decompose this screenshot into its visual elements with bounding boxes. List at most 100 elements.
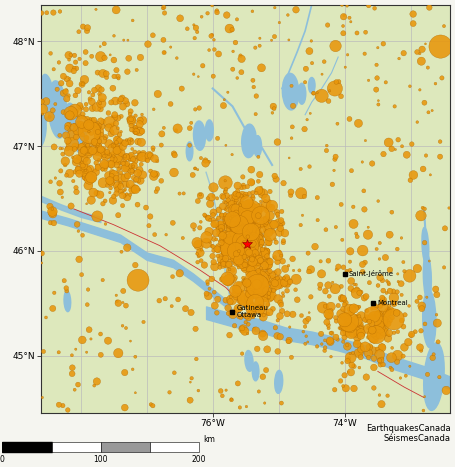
Point — [249, 77, 257, 84]
Point — [126, 154, 134, 161]
Point — [274, 252, 282, 259]
Point — [242, 241, 249, 248]
Point — [345, 319, 352, 327]
Point — [232, 191, 239, 199]
Point — [263, 248, 270, 255]
Point — [123, 160, 131, 168]
Point — [244, 212, 251, 220]
Point — [329, 181, 336, 188]
Point — [86, 121, 93, 129]
Point — [357, 342, 364, 349]
Point — [254, 257, 262, 264]
Point — [115, 146, 122, 153]
Point — [82, 59, 89, 67]
Point — [340, 294, 347, 302]
Point — [236, 220, 243, 227]
Point — [351, 303, 359, 310]
Point — [239, 228, 247, 236]
Point — [95, 128, 102, 135]
Point — [79, 336, 86, 344]
Point — [66, 148, 73, 155]
Point — [110, 146, 117, 153]
Point — [202, 160, 209, 167]
Point — [49, 304, 56, 312]
Point — [421, 320, 429, 328]
Point — [256, 306, 263, 313]
Point — [71, 107, 78, 114]
Ellipse shape — [48, 81, 67, 138]
Point — [346, 318, 353, 325]
Point — [249, 227, 257, 235]
Point — [234, 209, 241, 217]
Point — [69, 154, 76, 161]
Point — [257, 287, 264, 294]
Point — [101, 161, 108, 168]
Point — [108, 168, 116, 176]
Point — [75, 28, 82, 35]
Point — [404, 339, 412, 346]
Point — [124, 68, 131, 76]
Point — [244, 233, 252, 241]
Point — [245, 300, 252, 307]
Point — [325, 312, 333, 319]
Ellipse shape — [36, 114, 46, 147]
Point — [250, 276, 258, 284]
Point — [323, 147, 330, 154]
Point — [218, 230, 226, 238]
Point — [249, 233, 257, 240]
Point — [394, 136, 402, 143]
Point — [252, 238, 259, 246]
Point — [313, 194, 321, 201]
Point — [219, 203, 227, 210]
Point — [131, 162, 138, 170]
Point — [107, 184, 114, 192]
Point — [303, 333, 310, 340]
Point — [241, 312, 248, 320]
Point — [376, 317, 383, 324]
Text: 200: 200 — [192, 455, 207, 464]
Point — [370, 364, 378, 371]
Point — [73, 188, 80, 196]
Point — [345, 318, 353, 325]
Point — [241, 261, 248, 269]
Point — [227, 256, 234, 264]
Point — [221, 237, 228, 245]
Point — [414, 118, 421, 126]
Text: Saint-Jérôme: Saint-Jérôme — [349, 270, 394, 277]
Point — [266, 198, 273, 205]
Point — [282, 265, 289, 273]
Point — [363, 317, 370, 325]
Point — [377, 302, 384, 310]
Point — [266, 309, 273, 316]
Point — [233, 197, 240, 204]
Point — [245, 300, 253, 308]
Point — [344, 357, 351, 365]
Point — [126, 191, 134, 198]
Point — [139, 117, 147, 124]
Point — [229, 212, 237, 220]
Point — [340, 12, 348, 19]
Point — [238, 69, 245, 76]
Point — [256, 236, 263, 243]
Point — [139, 153, 146, 161]
Point — [83, 157, 91, 165]
Point — [108, 172, 115, 180]
Point — [347, 248, 354, 255]
Point — [322, 287, 329, 295]
Point — [247, 253, 254, 261]
Point — [111, 73, 118, 80]
Point — [130, 163, 137, 170]
Point — [354, 327, 361, 335]
Point — [125, 139, 132, 146]
Point — [269, 109, 276, 117]
Point — [257, 264, 264, 272]
Point — [131, 99, 138, 106]
Point — [264, 222, 271, 229]
Point — [256, 234, 263, 241]
Point — [271, 269, 278, 276]
Point — [385, 279, 392, 286]
Point — [235, 248, 243, 256]
Point — [251, 204, 258, 212]
Point — [225, 249, 233, 256]
Point — [316, 285, 324, 292]
